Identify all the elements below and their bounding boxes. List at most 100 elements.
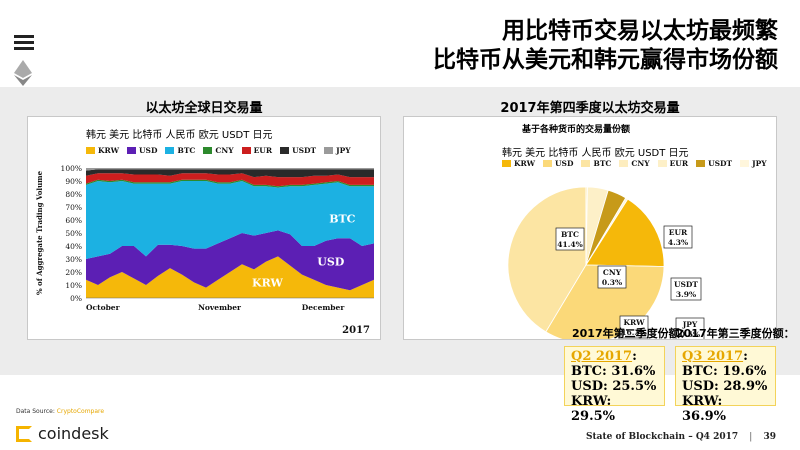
footer-separator: | <box>749 432 753 442</box>
legend-swatch <box>127 147 137 154</box>
x-tick-label: November <box>198 303 242 312</box>
pie-slice-krw <box>585 198 665 267</box>
area-series-jpy <box>86 168 374 171</box>
menu-icon[interactable] <box>14 35 34 53</box>
y-tick-label: 60% <box>65 216 82 225</box>
pie-legend: KRW USD BTC CNY EUR USDT JPY <box>502 159 775 168</box>
legend-item-btc: BTC <box>165 146 195 155</box>
q3-line: BTC: 19.6% <box>682 364 767 379</box>
data-source-name[interactable]: CryptoCompare <box>56 408 105 415</box>
legend-label: USD <box>139 146 158 155</box>
legend-label: EUR <box>669 159 689 168</box>
footer-title: State of Blockchain – Q4 2017 <box>586 432 739 442</box>
legend-item-krw: KRW <box>502 159 535 168</box>
legend-label: JPY <box>752 159 767 168</box>
area-series-eur <box>86 173 374 187</box>
q3-title: 2017年第三季度份额： <box>676 327 795 340</box>
pie-label-name: KRW <box>623 318 645 327</box>
area-series-usdt <box>86 169 374 178</box>
area-legend-cn: 韩元 美元 比特币 人民币 欧元 USDT 日元 <box>86 130 273 141</box>
legend-swatch <box>543 160 553 167</box>
legend-label: CNY <box>631 159 650 168</box>
y-tick-label: 20% <box>65 268 82 277</box>
page-title: 用比特币交易以太坊最频繁 比特币从美元和韩元赢得市场份额 <box>433 17 778 75</box>
legend-swatch <box>324 147 334 154</box>
q2-line: KRW: 29.5% <box>571 394 616 424</box>
legend-label: KRW <box>514 159 536 168</box>
coindesk-logo-icon <box>16 425 32 442</box>
legend-label: USDT <box>292 146 317 155</box>
year-label: 2017 <box>342 325 370 336</box>
pie-label-pct: 41.4% <box>557 240 582 249</box>
legend-swatch <box>203 147 213 154</box>
pie-label-pct: 3.9% <box>676 290 696 299</box>
pie-label-name: EUR <box>669 228 688 237</box>
legend-label: USDT <box>708 159 733 168</box>
pie-legend-cn: 韩元 美元 比特币 人民币 欧元 USDT 日元 <box>502 148 689 159</box>
coindesk-logo: coindesk <box>16 424 109 443</box>
right-panel-title: 2017年第四季度以太坊交易量 <box>500 101 680 116</box>
q2-title: 2017年第二季度份额： <box>572 327 691 340</box>
pie-label-name: BTC <box>561 230 579 239</box>
pie-label-pct: 0.5% <box>680 330 700 339</box>
y-tick-label: 40% <box>65 242 82 251</box>
page-title-line2: 比特币从美元和韩元赢得市场份额 <box>433 47 778 73</box>
pie-label-pct: 16.3% <box>621 328 646 337</box>
legend-item-cny: CNY <box>203 146 234 155</box>
q3-line: USD: 28.9% <box>682 379 768 394</box>
area-series-btc <box>86 181 374 259</box>
area-chart: 0% 10% 20% 30% 40% 50% 60% 70% 80% 90% 100% % of Ag… <box>35 164 374 336</box>
brand-name: coindesk <box>38 424 109 443</box>
y-tick-label: 10% <box>65 281 82 290</box>
legend-item-usd: USD <box>127 146 157 155</box>
legend-swatch <box>165 147 175 154</box>
area-series-usd <box>86 230 374 291</box>
legend-swatch <box>619 160 629 167</box>
page-number: 39 <box>763 432 776 442</box>
pie-label-name: JPY <box>682 320 698 329</box>
y-tick-label: 50% <box>65 229 82 238</box>
q2-label: Q2 2017 <box>571 349 633 364</box>
legend-swatch <box>740 160 750 167</box>
legend-item-jpy: JPY <box>740 159 767 168</box>
legend-swatch <box>581 160 591 167</box>
page-title-line1: 用比特币交易以太坊最频繁 <box>502 18 778 44</box>
area-chart-panel: 韩元 美元 比特币 人民币 欧元 USDT 日元 KRW USD BTC CNY EUR… <box>27 116 381 340</box>
legend-label: USD <box>555 159 574 168</box>
y-tick-label: 30% <box>65 255 82 264</box>
series-label-usd: USD <box>317 256 345 269</box>
y-tick-label: 100% <box>61 164 82 173</box>
q3-line: KRW: 36.9% <box>682 394 727 424</box>
x-tick-label: December <box>302 303 346 312</box>
area-legend: KRW USD BTC CNY EUR USDT JPY <box>86 146 359 155</box>
data-source: Data Source: CryptoCompare <box>16 408 104 415</box>
legend-item-usd: USD <box>543 159 573 168</box>
legend-item-usdt: USDT <box>280 146 316 155</box>
legend-swatch <box>502 160 511 167</box>
x-tick-label: October <box>86 303 121 312</box>
q3-share-box: Q3 2017: BTC: 19.6% USD: 28.9% KRW: 36.9… <box>675 346 776 424</box>
legend-item-usdt: USDT <box>696 159 732 168</box>
data-source-prefix: Data Source: <box>16 408 55 415</box>
legend-item-eur: EUR <box>241 146 272 155</box>
pie-chart-panel: 基于各种货币的交易量份额 韩元 美元 比特币 人民币 欧元 USDT 日元 KR… <box>403 116 777 340</box>
y-tick-label: 70% <box>65 203 82 212</box>
left-panel-title: 以太坊全球日交易量 <box>145 101 263 116</box>
pie-subtitle: 基于各种货币的交易量份额 <box>522 125 631 135</box>
legend-swatch <box>280 147 290 154</box>
pie-label-pct: 0.3% <box>602 278 622 287</box>
series-label-btc: BTC <box>329 213 355 226</box>
pie-slice-btc <box>507 186 587 333</box>
legend-swatch <box>86 147 95 154</box>
legend-label: CNY <box>215 146 234 155</box>
pie-label-name: CNY <box>603 268 622 277</box>
legend-label: BTC <box>177 146 196 155</box>
legend-label: BTC <box>593 159 612 168</box>
q2-share-box: Q2 2017: BTC: 31.6% USD: 25.5% KRW: 29.5… <box>564 346 665 424</box>
area-series-krw <box>86 256 374 298</box>
